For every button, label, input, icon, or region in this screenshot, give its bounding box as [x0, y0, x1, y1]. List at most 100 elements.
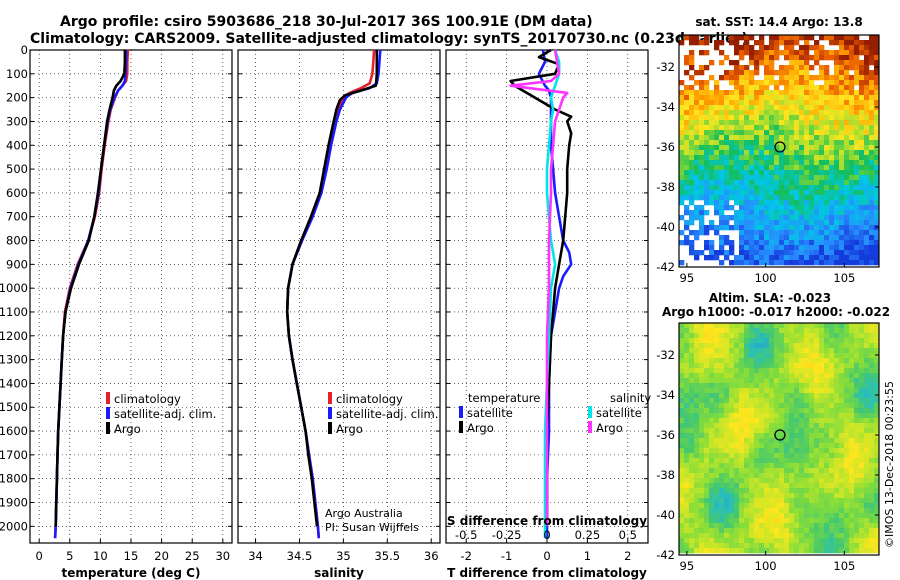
map-cell: [864, 413, 870, 419]
map-cell: [689, 423, 695, 429]
map-cell: [859, 85, 865, 91]
map-cell: [829, 255, 835, 261]
map-cell: [769, 60, 775, 66]
map-cell: [689, 90, 695, 96]
map-cell: [704, 85, 710, 91]
map-cell: [849, 215, 855, 221]
map-cell: [809, 165, 815, 171]
map-cell: [714, 230, 720, 236]
map-cell: [744, 483, 750, 489]
map-cell: [769, 95, 775, 101]
map-cell: [824, 185, 830, 191]
map-cell: [754, 483, 760, 489]
map-cell: [864, 428, 870, 434]
sla-map-subtitle: Argo h1000: -0.017 h2000: -0.022: [662, 305, 890, 319]
map-cell: [799, 155, 805, 161]
map-cell: [804, 235, 810, 241]
map-cell: [709, 255, 715, 261]
map-cell: [789, 55, 795, 61]
map-cell: [799, 448, 805, 454]
map-cell: [794, 205, 800, 211]
map-cell: [729, 513, 735, 519]
map-cell: [854, 100, 860, 106]
map-cell: [804, 373, 810, 379]
map-cell: [694, 35, 700, 41]
map-cell: [874, 220, 880, 226]
map-cell: [754, 255, 760, 261]
map-cell: [809, 538, 815, 544]
map-cell: [854, 428, 860, 434]
map-cell: [789, 478, 795, 484]
map-cell: [804, 398, 810, 404]
map-cell: [864, 453, 870, 459]
map-cell: [834, 483, 840, 489]
map-cell: [694, 503, 700, 509]
map-cell: [769, 170, 775, 176]
map-cell: [839, 85, 845, 91]
map-cell: [809, 35, 815, 41]
map-cell: [859, 353, 865, 359]
map-cell: [849, 353, 855, 359]
map-cell: [874, 115, 880, 121]
map-cell: [864, 363, 870, 369]
legend-s-satellite-label: satellite: [596, 406, 642, 420]
map-cell: [784, 473, 790, 479]
map-cell: [809, 388, 815, 394]
map-cell: [679, 478, 685, 484]
map-cell: [789, 428, 795, 434]
map-cell: [864, 353, 870, 359]
map-cell: [719, 50, 725, 56]
map-cell: [779, 145, 785, 151]
map-cell: [864, 493, 870, 499]
map-cell: [819, 155, 825, 161]
x-tick-label: 34: [248, 549, 263, 563]
map-cell: [784, 323, 790, 329]
map-cell: [854, 220, 860, 226]
map-cell: [774, 130, 780, 136]
map-cell: [754, 368, 760, 374]
map-cell: [759, 260, 765, 266]
map-cell: [809, 120, 815, 126]
map-cell: [834, 40, 840, 46]
map-cell: [869, 343, 875, 349]
map-cell: [684, 105, 690, 111]
map-cell: [859, 210, 865, 216]
map-cell: [794, 80, 800, 86]
map-cell: [759, 463, 765, 469]
map-cell: [724, 195, 730, 201]
map-cell: [684, 493, 690, 499]
map-cell: [794, 150, 800, 156]
map-cell: [784, 205, 790, 211]
map-cell: [754, 120, 760, 126]
map-cell: [694, 528, 700, 534]
map-cell: [859, 260, 865, 266]
map-cell: [749, 403, 755, 409]
map-cell: [719, 433, 725, 439]
map-cell: [839, 468, 845, 474]
sst-map-title: sat. SST: 14.4 Argo: 13.8: [695, 15, 862, 29]
map-cell: [799, 483, 805, 489]
map-cell: [774, 90, 780, 96]
map-cell: [749, 528, 755, 534]
map-cell: [754, 343, 760, 349]
map-cell: [824, 363, 830, 369]
map-cell: [789, 503, 795, 509]
map-cell: [684, 363, 690, 369]
map-cell: [699, 398, 705, 404]
sst-map-cells: [679, 35, 880, 266]
map-cell: [834, 548, 840, 554]
map-cell: [714, 210, 720, 216]
map-cell: [694, 115, 700, 121]
map-cell: [694, 473, 700, 479]
map-cell: [714, 458, 720, 464]
map-cell: [829, 383, 835, 389]
map-cell: [709, 175, 715, 181]
temperature-x-label: temperature (deg C): [62, 566, 201, 580]
map-cell: [684, 135, 690, 141]
map-cell: [804, 180, 810, 186]
map-cell: [704, 523, 710, 529]
map-cell: [794, 423, 800, 429]
map-cell: [724, 200, 730, 206]
map-cell: [689, 353, 695, 359]
map-cell: [684, 343, 690, 349]
